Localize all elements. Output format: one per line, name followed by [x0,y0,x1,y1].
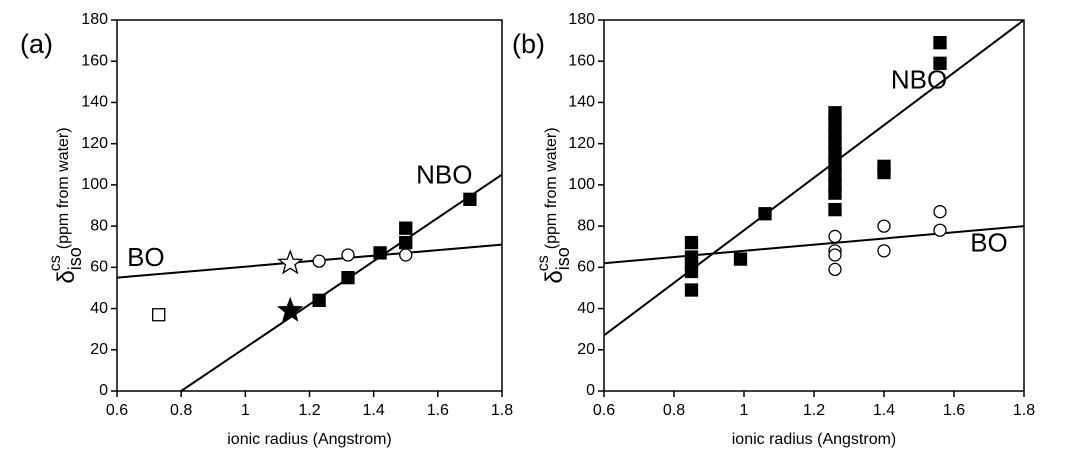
plot-frame [603,19,1025,392]
x-tick-label: 1.8 [491,402,513,419]
square-point [373,246,387,260]
y-tick-label: 0 [586,382,595,399]
y-tick-label: 120 [81,135,108,152]
y-tick-label: 40 [90,300,108,317]
x-tick-label: 1.2 [298,402,320,419]
y-tick-label: 60 [577,259,595,276]
y-tick-label: 140 [81,94,108,111]
y-tick-label: 80 [577,217,595,234]
square-point [933,36,947,50]
square-point [758,207,772,221]
square-point [684,283,699,297]
panel-label: (b) [512,29,545,59]
y-axis-sup: cs [47,255,64,271]
x-tick-label: 1.4 [363,402,385,419]
circle-point [312,254,326,268]
x-tick-label: 1.8 [1013,402,1035,419]
square-point [684,235,699,250]
y-axis-sup: cs [535,255,552,271]
square-point [463,192,477,206]
square-point [828,186,842,200]
y-axis-unit: (ppm from water) [55,127,72,249]
y-axis-label: δisocs (ppm from water) [47,127,85,283]
y-tick-label: 20 [577,341,595,358]
square-point [312,293,326,307]
line-label: BO [970,228,1008,258]
y-tick-label: 60 [90,259,108,276]
square-point [152,308,166,322]
x-axis-label: ionic radius (Angstrom) [227,431,392,448]
square-point [399,235,413,250]
y-axis-unit: (ppm from water) [543,127,560,249]
square-point [341,270,355,285]
x-tick-label: 0.8 [663,402,685,419]
fit-line [603,225,1025,265]
x-axis-label: ionic radius (Angstrom) [732,431,897,448]
x-tick-label: 1.6 [427,402,449,419]
circle-point [828,229,842,244]
y-tick-label: 100 [81,176,108,193]
x-tick-label: 0.8 [170,402,192,419]
circle-point [828,248,842,262]
x-tick-label: 1 [740,402,749,419]
y-tick-label: 40 [577,300,595,317]
circle-point [933,223,947,237]
circle-point [399,248,413,262]
square-point [733,252,748,266]
circle-point [828,262,842,277]
circle-point [877,244,891,258]
y-tick-label: 140 [568,94,595,111]
square-point [877,165,891,180]
y-tick-label: 20 [90,341,108,358]
fit-line [603,19,1025,337]
line-label: BO [127,242,165,272]
x-tick-label: 1.4 [873,402,895,419]
y-axis-sub: iso [553,247,573,270]
circle-point [933,205,947,219]
square-point [933,56,947,70]
y-tick-label: 120 [568,135,595,152]
y-tick-label: 100 [568,176,595,193]
y-tick-label: 180 [568,11,595,28]
y-axis-label: δisocs (ppm from water) [535,127,573,283]
star-point [277,249,304,275]
x-tick-label: 1.6 [943,402,965,419]
x-tick-label: 0.6 [106,402,128,419]
square-point [828,202,842,217]
y-tick-label: 0 [99,382,108,399]
line-label: NBO [416,160,472,190]
square-point [399,221,413,235]
y-tick-label: 180 [81,11,108,28]
x-tick-label: 0.6 [593,402,615,419]
y-axis-symbol: δ [541,270,568,283]
y-tick-label: 160 [568,52,595,69]
plot-frame [116,19,503,392]
star-point [277,296,304,322]
x-tick-label: 1.2 [803,402,825,419]
y-axis-sub: iso [65,247,85,270]
panel-label: (a) [20,29,53,59]
circle-point [877,219,891,233]
circle-point [341,248,355,262]
x-tick-label: 1 [241,402,250,419]
y-axis-symbol: δ [53,270,80,283]
square-point [684,264,699,279]
y-tick-label: 80 [90,217,108,234]
fit-line [116,243,503,279]
y-tick-label: 160 [81,52,108,69]
